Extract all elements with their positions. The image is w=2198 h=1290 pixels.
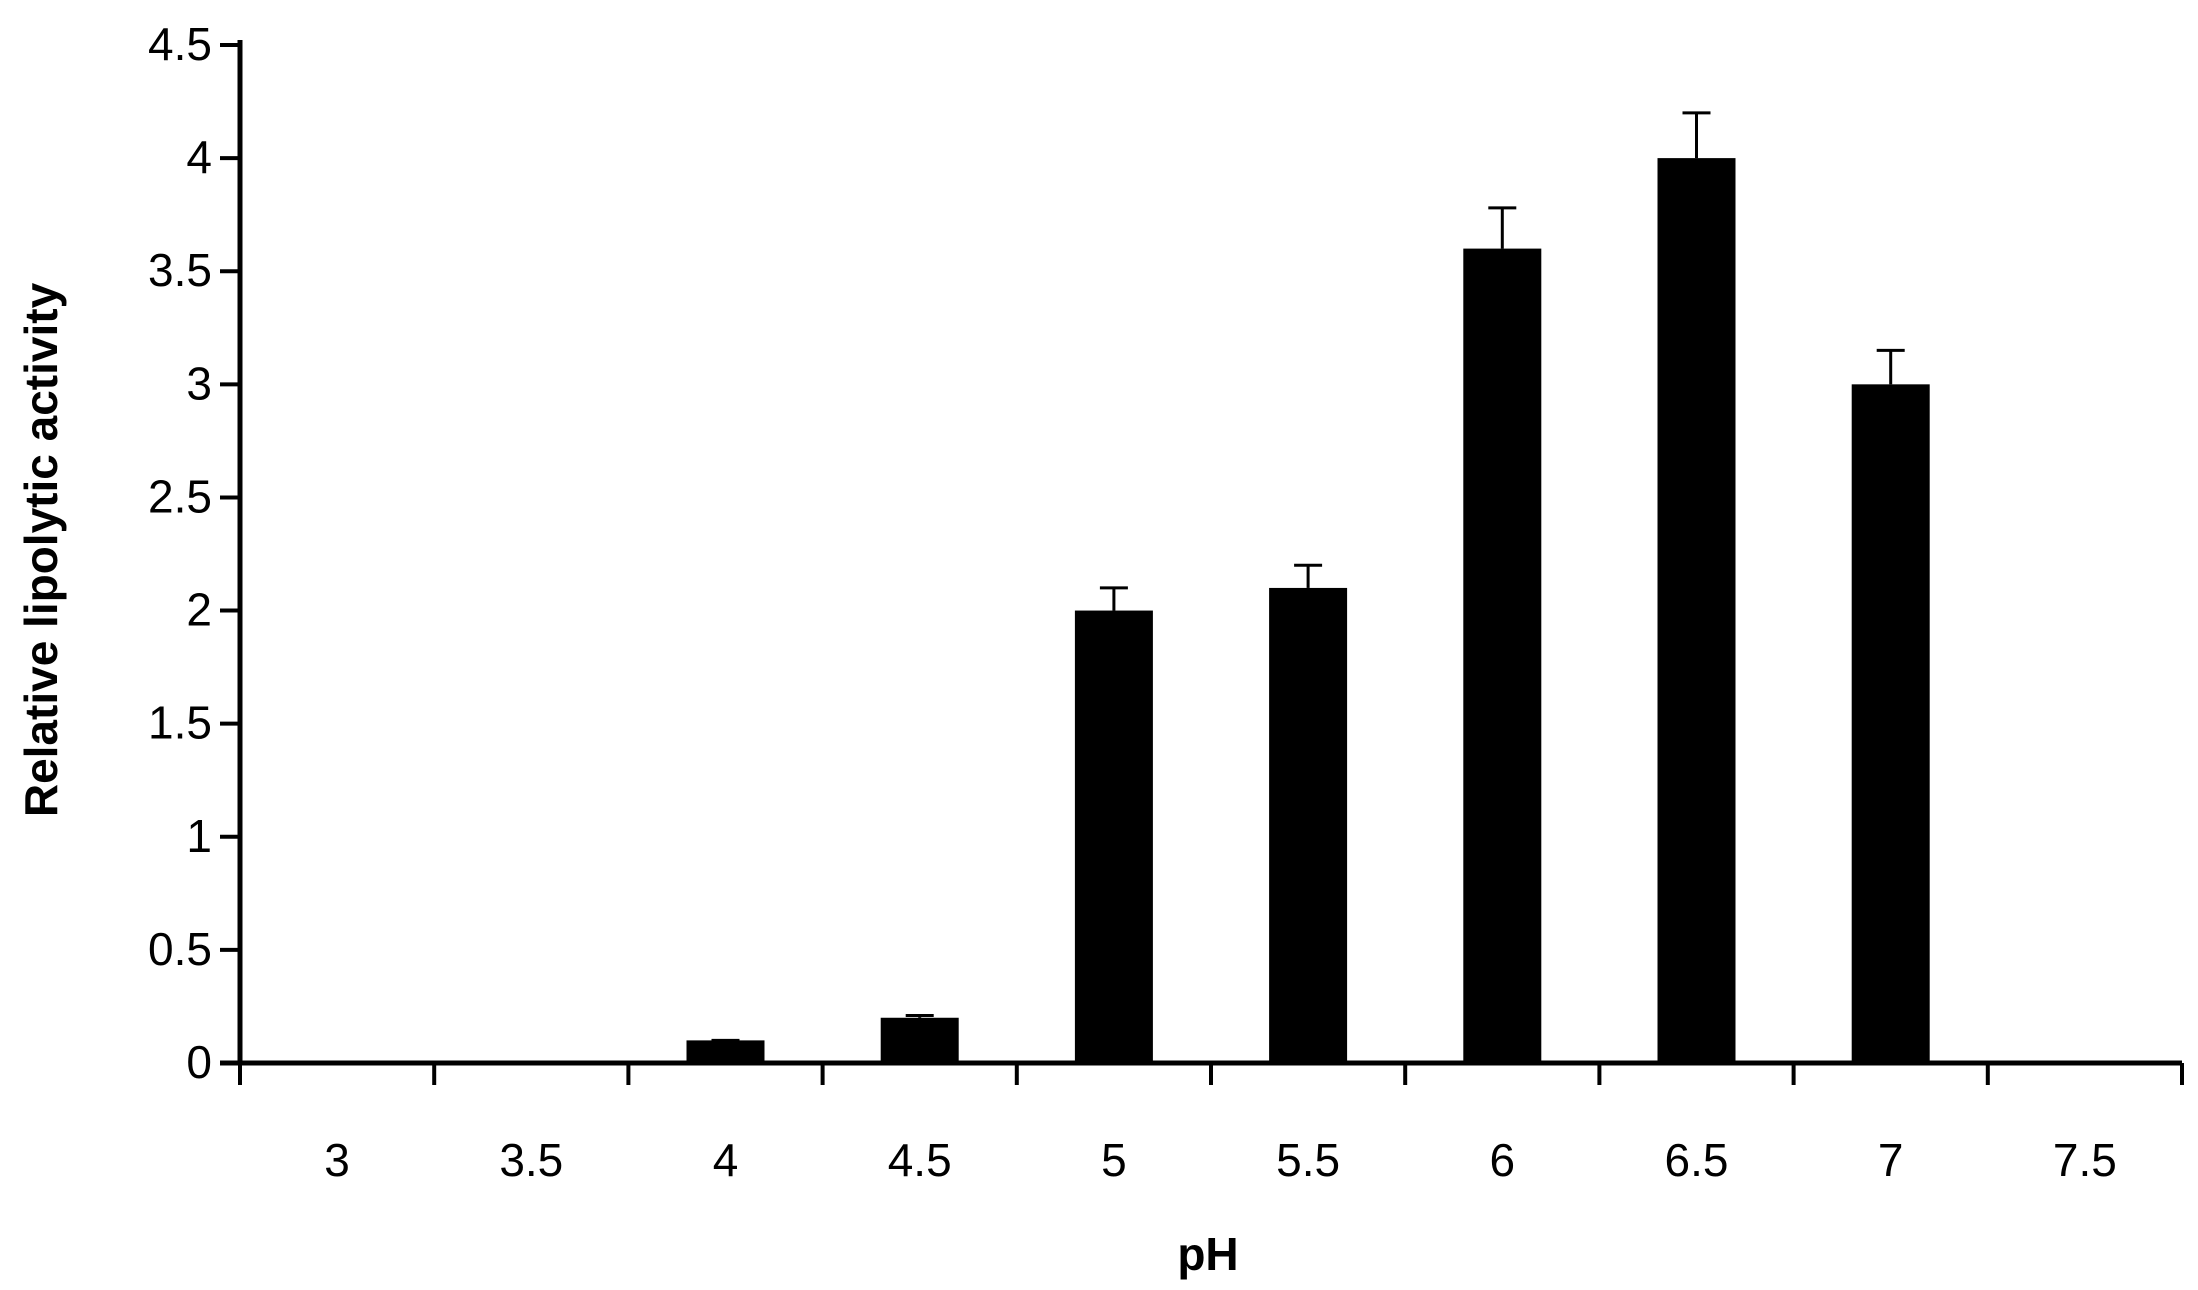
x-ticks-group: 3 3.5 4 4.5 5 5.5 6 6.5 7 7.5 — [238, 1063, 2184, 1186]
y-tick-label-3.5: 3.5 — [148, 244, 212, 296]
y-tick-label-0.5: 0.5 — [148, 923, 212, 975]
bar-5.5 — [1269, 587, 1348, 1063]
x-tick-label-7: 7 — [1878, 1134, 1904, 1186]
x-tick-label-3: 3 — [324, 1134, 350, 1186]
x-tick-label-6.5: 6.5 — [1665, 1134, 1729, 1186]
x-axis-title: pH — [1177, 1228, 1238, 1280]
x-tick-label-4.5: 4.5 — [888, 1134, 952, 1186]
y-tick-label-4.5: 4.5 — [148, 18, 212, 70]
y-tick-label-2.5: 2.5 — [148, 470, 212, 522]
bars-group — [686, 158, 1930, 1064]
y-axis-title: Relative lipolytic activity — [15, 282, 67, 817]
x-tick-label-5.5: 5.5 — [1276, 1134, 1340, 1186]
x-tick-label-5: 5 — [1101, 1134, 1127, 1186]
y-ticks-group: 0 0.5 1 1.5 2 2.5 3 3.5 4 4.5 — [148, 18, 240, 1088]
x-tick-label-3.5: 3.5 — [499, 1134, 563, 1186]
error-bars-group — [711, 111, 1905, 1042]
y-tick-label-1: 1 — [186, 810, 212, 862]
bar-4.5 — [880, 1017, 959, 1063]
bar-5 — [1074, 610, 1153, 1063]
bar-6.5 — [1657, 158, 1736, 1064]
y-tick-label-1.5: 1.5 — [148, 697, 212, 749]
x-tick-label-4: 4 — [713, 1134, 739, 1186]
bar-6 — [1463, 248, 1542, 1064]
axes-group — [220, 40, 2182, 1066]
y-tick-label-4: 4 — [186, 131, 212, 183]
y-tick-label-2: 2 — [186, 584, 212, 636]
x-tick-label-6: 6 — [1490, 1134, 1516, 1186]
bar-4 — [686, 1040, 765, 1063]
x-tick-label-7.5: 7.5 — [2053, 1134, 2117, 1186]
y-tick-label-0: 0 — [186, 1036, 212, 1088]
y-tick-label-3: 3 — [186, 357, 212, 409]
bar-7 — [1851, 384, 1930, 1063]
